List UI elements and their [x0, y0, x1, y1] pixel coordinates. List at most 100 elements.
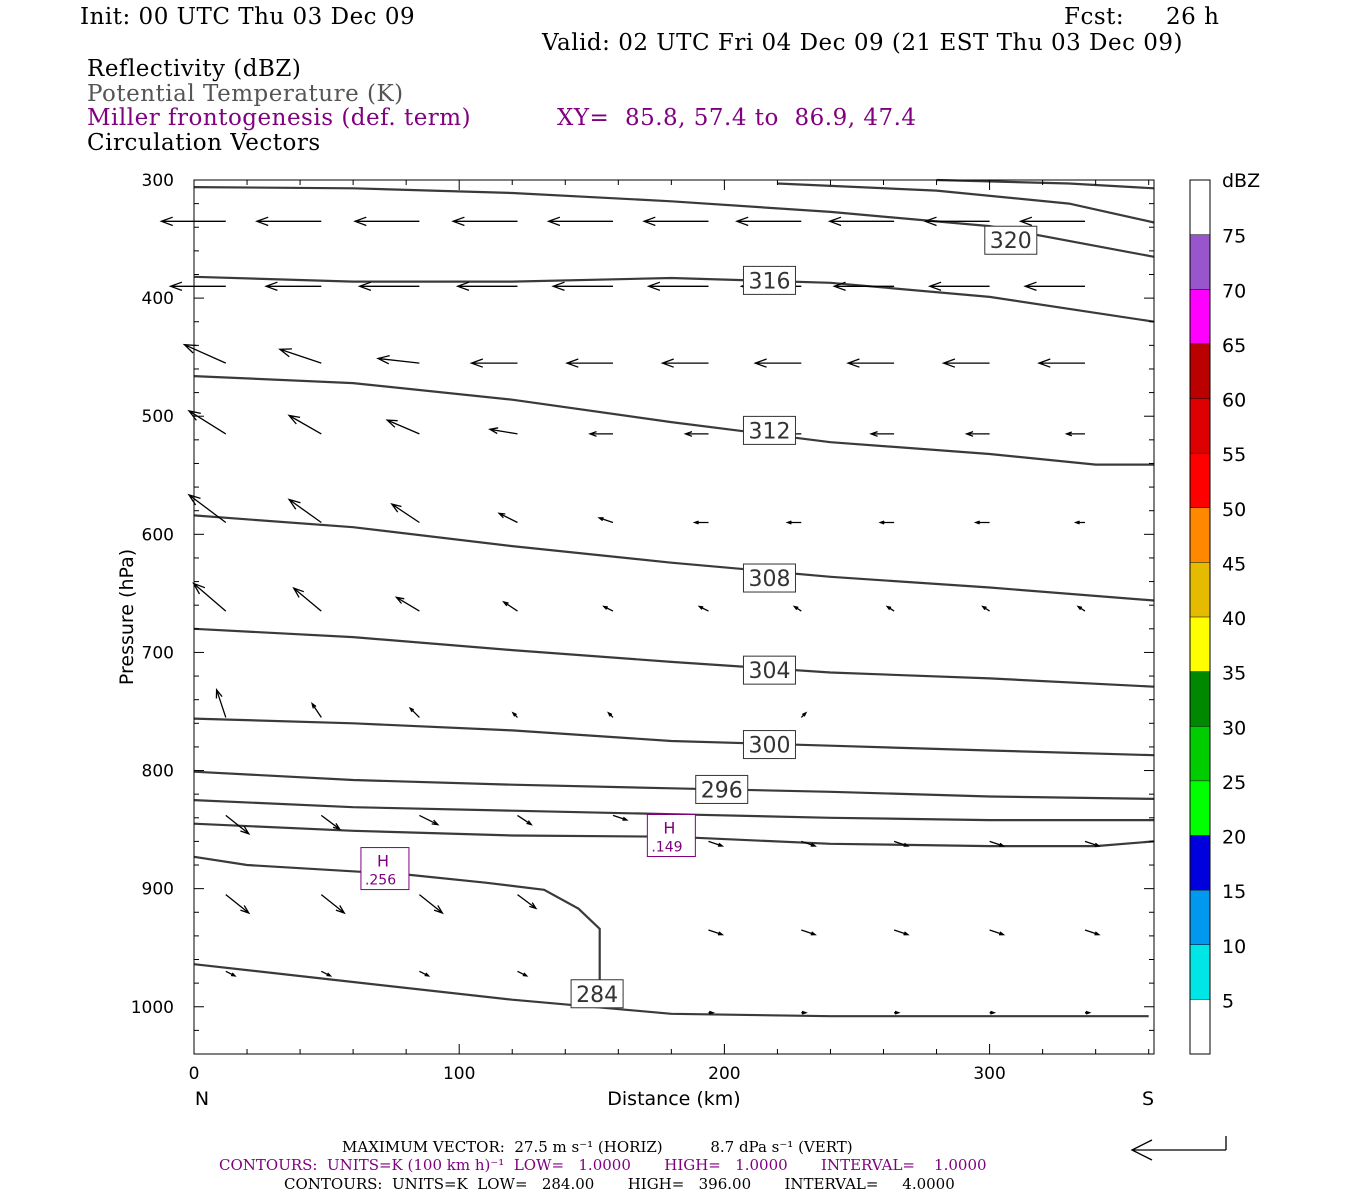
y-tick-label-400: 400 [142, 289, 174, 309]
vector-r1-c8 [927, 281, 990, 292]
vector-r5-c5 [697, 605, 709, 612]
theta-contour-308 [193, 514, 1155, 602]
colorbar-segment-3 [1190, 835, 1210, 891]
colorbar-label-25: 25 [1222, 772, 1246, 794]
vector-r2-c5 [660, 358, 709, 368]
colorbar-segment-15 [1190, 180, 1210, 235]
vector-r8-c7 [893, 840, 910, 847]
colorbar-label-60: 60 [1222, 390, 1246, 412]
colorbar-label-30: 30 [1222, 717, 1246, 739]
vector-r2-c1 [278, 348, 322, 364]
vector-r0-c6 [735, 216, 802, 227]
vector-r3-c9 [1064, 431, 1085, 437]
colorbar-segment-0 [1190, 999, 1210, 1054]
vector-r5-c9 [1076, 605, 1086, 612]
plot-frame [193, 179, 1155, 1055]
vector-r7-c3 [517, 814, 533, 826]
contour-label-box-304 [742, 655, 796, 685]
vector-r8-c5 [708, 840, 725, 847]
contour-label-box-320 [984, 225, 1038, 255]
colorbar-label-75: 75 [1222, 226, 1246, 248]
contour-label-box-296 [695, 774, 749, 804]
vector-r5-c3 [502, 600, 518, 612]
x-tick-label-300: 300 [973, 1064, 1005, 1084]
theta-contour-284 [193, 855, 601, 984]
legend-potential-temperature: Potential Temperature (K) [87, 81, 404, 107]
x-end-label-north: N [195, 1088, 209, 1110]
vector-r1-c4 [551, 281, 613, 292]
theta-contour-296 [193, 770, 1155, 800]
forecast-label: Fcst: [1064, 4, 1125, 30]
vector-r4-c7 [878, 520, 895, 525]
vector-r2-c0 [182, 343, 227, 364]
colorbar-segment-7 [1190, 617, 1210, 672]
theta-contour-unlabeled-2 [936, 178, 1155, 190]
vector-r5-c4 [602, 605, 614, 612]
colorbar-label-45: 45 [1222, 553, 1246, 575]
theta-contour-300 [193, 717, 1155, 757]
contour-label-312: 312 [748, 419, 790, 444]
vector-r2-c7 [846, 358, 895, 368]
vector-r12-c9 [1085, 1010, 1092, 1015]
vector-r4-c2 [390, 503, 420, 524]
colorbar-title: dBZ [1222, 170, 1260, 192]
theta-contours [193, 178, 1155, 1018]
vector-r7-c1 [320, 814, 342, 831]
vector-r0-c8 [923, 216, 990, 227]
vector-r0-c1 [255, 216, 322, 227]
vector-r3-c1 [287, 414, 322, 435]
colorbar-segment-14 [1190, 234, 1210, 290]
vector-r12-c8 [989, 1010, 997, 1015]
contour-label-box-308 [742, 563, 796, 593]
vector-r1-c9 [1023, 281, 1085, 292]
vector-r11-c0 [225, 970, 237, 977]
colorbar-label-50: 50 [1222, 499, 1246, 521]
axes: 300 400 500 600 700 800 900 1000 0 100 200 300 [131, 171, 1154, 1084]
vector-r2-c2 [376, 354, 420, 365]
contour-label-box-284 [570, 979, 624, 1009]
forecast-hour: 26 h [1166, 4, 1220, 30]
colorbar-label-35: 35 [1222, 663, 1246, 685]
colorbar-segment-1 [1190, 944, 1210, 1000]
fronto-max-symbol-0: H [377, 852, 389, 871]
reference-vector [1130, 1136, 1227, 1161]
colorbar-label-10: 10 [1222, 936, 1246, 958]
vector-r8-c9 [1084, 840, 1101, 847]
contour-label-320: 320 [990, 229, 1032, 254]
vector-r4-c6 [785, 520, 802, 525]
x-tick-label-0: 0 [189, 1064, 200, 1084]
y-tick-label-800: 800 [142, 762, 174, 782]
vector-r8-c8 [989, 840, 1006, 847]
vector-r12-c5 [708, 1010, 716, 1015]
vector-r6-c1 [311, 702, 322, 718]
vector-r2-c9 [1037, 358, 1085, 368]
colorbar-segment-6 [1190, 671, 1210, 727]
vector-r7-c2 [419, 814, 440, 826]
reference-vector-arrow [1130, 1136, 1227, 1161]
vector-r10-c9 [1084, 929, 1101, 936]
vector-r4-c9 [1073, 520, 1085, 525]
legend-reflectivity: Reflectivity (dBZ) [87, 56, 302, 82]
vector-r1-c7 [832, 281, 895, 292]
colorbar-label-70: 70 [1222, 280, 1246, 302]
vector-r0-c4 [546, 216, 613, 227]
y-tick-label-900: 900 [142, 880, 174, 900]
vector-r3-c0 [187, 409, 227, 435]
vector-r0-c3 [451, 216, 518, 227]
legend-circulation-vectors: Circulation Vectors [87, 130, 321, 156]
colorbar-segment-4 [1190, 780, 1210, 836]
vector-r6-c4 [607, 711, 614, 718]
vector-r5-c0 [192, 582, 227, 612]
colorbar-segment-10 [1190, 453, 1210, 508]
frontogenesis-contour-note: CONTOURS: UNITS=K (100 km h)⁻¹ LOW= 1.00… [219, 1156, 987, 1174]
theta-contour-unlabeled-10 [193, 822, 1155, 848]
vector-r9-c0 [225, 894, 251, 915]
theta-contour-note: CONTOURS: UNITS=K LOW= 284.00 HIGH= 396.… [284, 1175, 955, 1193]
vector-r12-c7 [894, 1010, 901, 1015]
y-tick-label-300: 300 [142, 171, 174, 191]
vector-r5-c8 [981, 605, 990, 612]
vector-r10-c6 [801, 929, 817, 936]
x-axis-title: Distance (km) [607, 1088, 740, 1110]
colorbar-segment-13 [1190, 289, 1210, 344]
